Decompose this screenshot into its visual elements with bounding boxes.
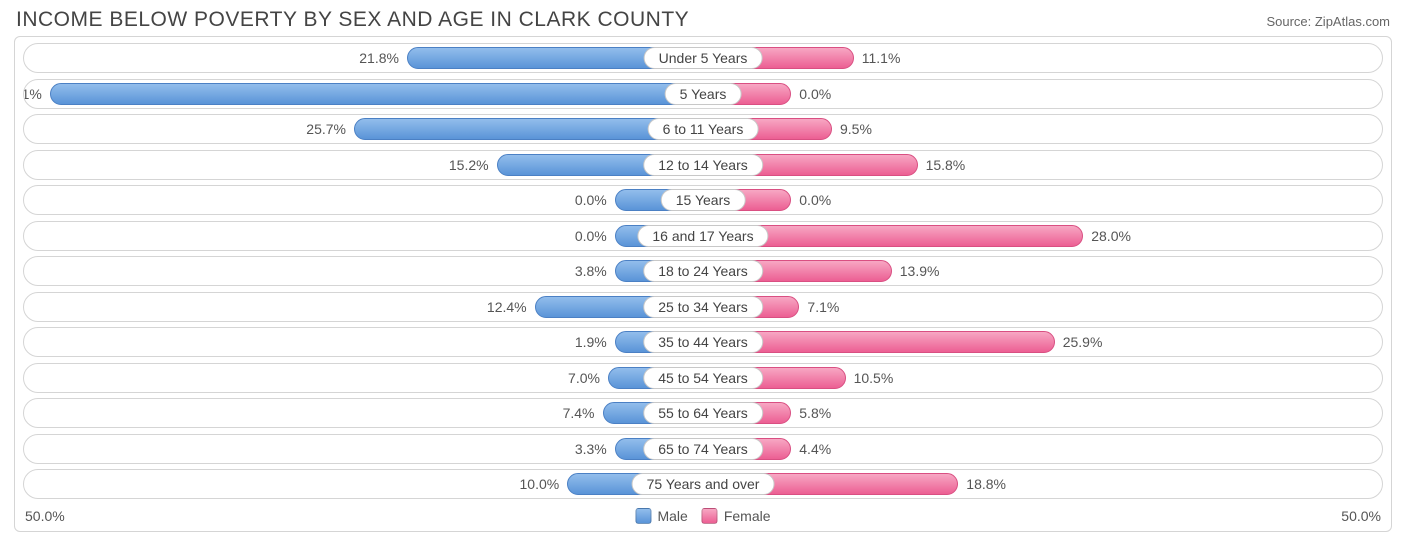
category-label: 55 to 64 Years (643, 402, 763, 424)
axis-label-left: 50.0% (25, 508, 65, 524)
legend-male-label: Male (657, 508, 687, 524)
female-value: 0.0% (799, 192, 831, 208)
female-value: 13.9% (900, 263, 940, 279)
category-label: 75 Years and over (632, 473, 775, 495)
male-value: 1.9% (575, 334, 607, 350)
chart-source: Source: ZipAtlas.com (1266, 14, 1390, 29)
male-value: 15.2% (449, 157, 489, 173)
female-value: 5.8% (799, 405, 831, 421)
legend-item-male: Male (635, 508, 687, 524)
category-label: 35 to 44 Years (643, 331, 763, 353)
chart-row: 7.0% 10.5% 45 to 54 Years (23, 363, 1383, 393)
category-label: 65 to 74 Years (643, 438, 763, 460)
chart-row: 21.8% 11.1% Under 5 Years (23, 43, 1383, 73)
male-value: 0.0% (575, 192, 607, 208)
axis-label-right: 50.0% (1341, 508, 1381, 524)
female-value: 7.1% (807, 299, 839, 315)
female-value: 25.9% (1063, 334, 1103, 350)
legend-item-female: Female (702, 508, 771, 524)
male-value: 0.0% (575, 228, 607, 244)
chart-row: 25.7% 9.5% 6 to 11 Years (23, 114, 1383, 144)
chart-row: 12.4% 7.1% 25 to 34 Years (23, 292, 1383, 322)
chart-row: 1.9% 25.9% 35 to 44 Years (23, 327, 1383, 357)
female-value: 28.0% (1091, 228, 1131, 244)
chart-row: 7.4% 5.8% 55 to 64 Years (23, 398, 1383, 428)
male-bar (50, 83, 703, 105)
chart-row: 15.2% 15.8% 12 to 14 Years (23, 150, 1383, 180)
male-swatch-icon (635, 508, 651, 524)
chart-row: 0.0% 28.0% 16 and 17 Years (23, 221, 1383, 251)
chart-footer: 50.0% 50.0% Male Female (23, 505, 1383, 527)
male-value: 48.1% (23, 86, 42, 102)
chart-title: INCOME BELOW POVERTY BY SEX AND AGE IN C… (16, 8, 689, 32)
chart-row: 3.8% 13.9% 18 to 24 Years (23, 256, 1383, 286)
category-label: 18 to 24 Years (643, 260, 763, 282)
category-label: 6 to 11 Years (648, 118, 759, 140)
legend: Male Female (635, 508, 770, 524)
female-swatch-icon (702, 508, 718, 524)
category-label: 16 and 17 Years (637, 225, 768, 247)
legend-female-label: Female (724, 508, 771, 524)
chart-row: 48.1% 0.0% 5 Years (23, 79, 1383, 109)
male-value: 10.0% (520, 476, 560, 492)
female-value: 0.0% (799, 86, 831, 102)
female-value: 11.1% (862, 50, 901, 66)
male-value: 12.4% (487, 299, 527, 315)
female-value: 15.8% (926, 157, 966, 173)
category-label: 45 to 54 Years (643, 367, 763, 389)
male-value: 25.7% (306, 121, 346, 137)
female-value: 10.5% (854, 370, 894, 386)
chart-row: 10.0% 18.8% 75 Years and over (23, 469, 1383, 499)
pyramid-chart: 21.8% 11.1% Under 5 Years 48.1% 0.0% 5 Years 2… (14, 36, 1392, 532)
male-value: 3.8% (575, 263, 607, 279)
male-value: 3.3% (575, 441, 607, 457)
category-label: 12 to 14 Years (643, 154, 763, 176)
male-value: 7.4% (563, 405, 595, 421)
chart-row: 3.3% 4.4% 65 to 74 Years (23, 434, 1383, 464)
female-value: 18.8% (966, 476, 1006, 492)
female-value: 4.4% (799, 441, 831, 457)
male-value: 21.8% (359, 50, 399, 66)
male-value: 7.0% (568, 370, 600, 386)
category-label: 25 to 34 Years (643, 296, 763, 318)
chart-row: 0.0% 0.0% 15 Years (23, 185, 1383, 215)
category-label: 5 Years (665, 83, 742, 105)
female-value: 9.5% (840, 121, 872, 137)
category-label: 15 Years (661, 189, 746, 211)
category-label: Under 5 Years (644, 47, 763, 69)
